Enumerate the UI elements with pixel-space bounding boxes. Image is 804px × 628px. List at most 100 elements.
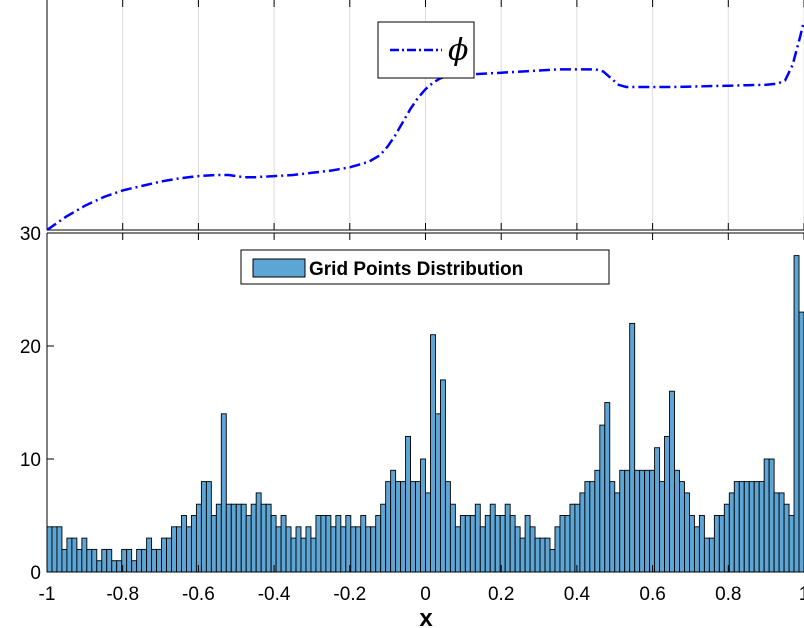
- histogram-bar: [126, 548, 133, 573]
- histogram-bar: [459, 515, 466, 573]
- histogram-bar: [644, 469, 651, 573]
- histogram-bar: [410, 481, 416, 573]
- histogram-bar: [255, 492, 262, 573]
- histogram-bar: [584, 481, 591, 573]
- histogram-bar: [753, 481, 760, 573]
- histogram-bar: [305, 526, 312, 573]
- x-tick-label: 0: [420, 584, 431, 605]
- histogram-bar: [609, 481, 616, 573]
- histogram-bar: [330, 526, 337, 573]
- histogram-bar: [280, 515, 287, 573]
- histogram-bar: [529, 526, 536, 573]
- histogram-bar: [669, 390, 675, 573]
- histogram-bar: [698, 515, 705, 573]
- histogram-bar: [176, 526, 182, 573]
- y-tick-labels: 0 10 20 30: [20, 224, 41, 584]
- histogram-bar: [728, 492, 735, 573]
- histogram-bar: [494, 515, 501, 573]
- histogram-bar: [693, 526, 700, 573]
- histogram-bar: [141, 548, 148, 573]
- histogram-bar: [270, 515, 277, 573]
- histogram-bar: [649, 469, 656, 573]
- histogram-bar: [320, 515, 327, 573]
- histogram-bar: [743, 481, 750, 573]
- phi-legend: ϕ: [377, 21, 475, 79]
- histogram-bar: [395, 481, 402, 573]
- histogram-bar: [733, 481, 740, 573]
- x-tick-label: -0.4: [258, 584, 291, 605]
- histogram-bar: [708, 537, 715, 573]
- histogram-bar: [594, 469, 601, 573]
- x-tick-label: 0.4: [564, 584, 591, 605]
- histogram-bar: [375, 515, 382, 573]
- x-tick-label: -0.6: [182, 584, 215, 605]
- histogram-bar: [474, 503, 481, 573]
- histogram-bar: [345, 515, 352, 573]
- histogram-bar: [66, 537, 73, 573]
- x-tick-label: 0.8: [715, 584, 741, 605]
- histogram-bar: [589, 481, 596, 573]
- histogram-bar: [449, 503, 456, 573]
- histogram-bar: [435, 413, 441, 573]
- histogram-bar: [315, 515, 322, 573]
- histogram-bar: [365, 526, 372, 573]
- histogram-bar: [235, 503, 242, 573]
- histogram-bar: [464, 515, 471, 573]
- x-tick-label: 1: [799, 584, 804, 605]
- histogram-legend: Grid Points Distribution: [240, 249, 610, 285]
- histogram-bar: [106, 548, 113, 573]
- histogram-bar: [659, 481, 666, 573]
- y-tick-label: 30: [20, 224, 41, 245]
- histogram-bar: [215, 503, 222, 573]
- histogram-legend-label: Grid Points Distribution: [309, 259, 523, 280]
- histogram-bar: [425, 492, 431, 573]
- histogram-bar: [405, 435, 412, 573]
- histogram-bar: [96, 560, 103, 573]
- histogram-bar: [599, 424, 606, 573]
- histogram-bar: [51, 526, 58, 573]
- histogram-bar: [798, 311, 804, 573]
- histogram-bar: [629, 322, 636, 573]
- histogram-bar: [240, 503, 247, 573]
- histogram-bar: [340, 526, 347, 573]
- x-tick-label: -0.2: [333, 584, 366, 605]
- histogram-bar: [430, 334, 436, 573]
- histogram-bar: [245, 515, 252, 573]
- histogram-bar: [185, 526, 192, 573]
- histogram-bar: [689, 515, 695, 573]
- histogram-bar: [444, 481, 451, 573]
- bottom-ticks: [46, 232, 804, 573]
- histogram-bar: [554, 526, 561, 573]
- histogram-bar: [400, 481, 407, 573]
- histogram-bar: [91, 548, 98, 573]
- histogram-bar: [310, 537, 317, 573]
- histogram-bar: [265, 503, 272, 573]
- histogram-bar: [703, 537, 710, 573]
- histogram-bar: [111, 560, 118, 573]
- histogram-bar: [614, 492, 621, 573]
- histogram-bar: [718, 515, 725, 573]
- histogram-bar: [684, 492, 690, 573]
- histogram-bar: [260, 503, 267, 573]
- histogram-bar: [454, 526, 461, 573]
- phi-legend-label: ϕ: [448, 33, 468, 68]
- histogram-bar: [290, 537, 297, 573]
- histogram-bar: [534, 537, 541, 573]
- histogram-bar: [101, 548, 108, 573]
- histogram-bar: [166, 537, 172, 573]
- histogram-bar: [136, 548, 143, 573]
- histogram-bar: [350, 526, 357, 573]
- histogram-bar: [524, 515, 531, 573]
- histogram-bar: [763, 458, 770, 573]
- histogram-bar: [639, 469, 646, 573]
- histogram-bar: [634, 469, 641, 573]
- histogram-bar: [295, 526, 302, 573]
- histogram-bar: [420, 458, 426, 573]
- histogram-bar: [385, 481, 392, 573]
- y-tick-label: 10: [20, 450, 41, 471]
- phi-line-panel: ϕ: [46, 0, 804, 232]
- histogram-bar: [390, 469, 397, 573]
- histogram-bar: [151, 548, 158, 573]
- histogram-bar: [116, 560, 123, 573]
- histogram-bar: [674, 469, 680, 573]
